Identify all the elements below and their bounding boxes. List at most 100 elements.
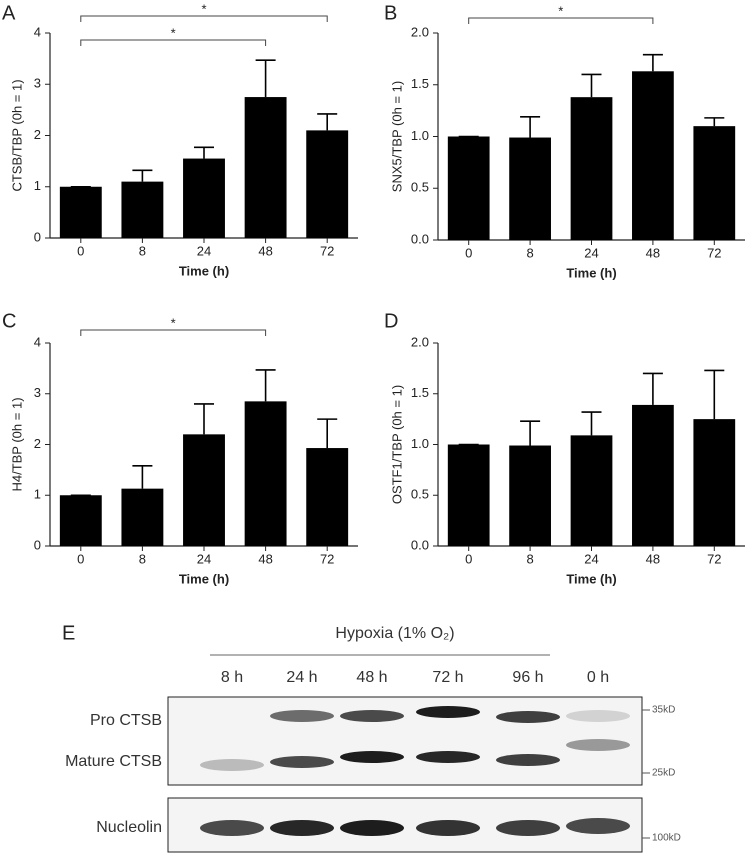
error-bar bbox=[520, 116, 541, 138]
x-tick-label: 48 bbox=[646, 245, 660, 260]
significance-label: * bbox=[201, 1, 206, 16]
error-bar bbox=[194, 403, 214, 435]
panel-letter: E bbox=[62, 622, 75, 644]
y-tick-label: 0.5 bbox=[411, 180, 429, 195]
x-tick-label: 0 bbox=[465, 551, 472, 566]
x-tick-label: 24 bbox=[584, 245, 598, 260]
x-tick-label: 8 bbox=[526, 245, 533, 260]
bar bbox=[693, 126, 736, 240]
blot-band bbox=[566, 739, 630, 751]
bar bbox=[447, 136, 490, 240]
x-tick-label: 72 bbox=[320, 243, 334, 258]
x-tick-label: 48 bbox=[258, 243, 272, 258]
error-bar bbox=[581, 411, 602, 436]
x-tick-label: 48 bbox=[258, 551, 272, 566]
panel-letter: C bbox=[2, 310, 16, 332]
error-bar bbox=[520, 420, 541, 446]
y-tick-label: 0.0 bbox=[411, 537, 429, 552]
blot-title: Hypoxia (1% O₂) bbox=[335, 625, 454, 642]
bar bbox=[183, 158, 225, 238]
row-label: Mature CTSB bbox=[65, 753, 162, 770]
blot-band bbox=[340, 751, 404, 763]
blot-box bbox=[167, 696, 643, 786]
blot-band bbox=[340, 710, 404, 722]
panel-letter: A bbox=[2, 2, 16, 24]
blot-band bbox=[340, 820, 404, 836]
significance-bracket bbox=[80, 39, 267, 46]
lane-label: 8 h bbox=[221, 669, 243, 686]
panel-letter: B bbox=[384, 2, 397, 24]
lane-label: 48 h bbox=[356, 669, 387, 686]
blot-band bbox=[496, 711, 560, 723]
bar bbox=[59, 186, 102, 238]
significance-bracket bbox=[80, 329, 267, 336]
row-label: Pro CTSB bbox=[90, 712, 162, 729]
blot-band bbox=[496, 820, 560, 836]
error-bar bbox=[317, 418, 338, 449]
marker-label: 100kD bbox=[652, 833, 681, 844]
y-tick-label: 4 bbox=[34, 24, 41, 39]
panel-letter: D bbox=[384, 310, 398, 332]
lane-label: 24 h bbox=[286, 669, 317, 686]
marker-label: 35kD bbox=[652, 705, 675, 716]
x-tick-label: 48 bbox=[646, 551, 660, 566]
blot-band bbox=[270, 820, 334, 836]
x-axis-label: Time (h) bbox=[179, 263, 229, 278]
y-tick-label: 1 bbox=[34, 487, 41, 502]
error-bar bbox=[255, 369, 276, 402]
significance-bracket bbox=[80, 15, 328, 22]
significance-label: * bbox=[171, 315, 176, 330]
error-bar bbox=[581, 73, 602, 98]
y-axis-label: SNX5/TBP (0h = 1) bbox=[389, 81, 404, 192]
y-tick-label: 0 bbox=[34, 229, 41, 244]
error-bar bbox=[704, 369, 725, 420]
error-bar bbox=[255, 59, 276, 98]
y-tick-label: 1 bbox=[34, 178, 41, 193]
y-tick-label: 1.0 bbox=[411, 128, 429, 143]
bar bbox=[693, 419, 736, 546]
x-tick-label: 8 bbox=[526, 551, 533, 566]
blot-band bbox=[270, 756, 334, 768]
lane-label: 72 h bbox=[432, 669, 463, 686]
bar bbox=[570, 435, 613, 546]
marker-label: 25kD bbox=[652, 768, 675, 779]
error-bar bbox=[642, 53, 663, 72]
bar bbox=[306, 448, 349, 546]
blot-band bbox=[566, 710, 630, 722]
bar bbox=[632, 71, 674, 240]
bar bbox=[244, 97, 287, 238]
blot-band bbox=[416, 706, 480, 718]
x-tick-label: 72 bbox=[320, 551, 334, 566]
y-tick-label: 2 bbox=[34, 436, 41, 451]
error-bar bbox=[132, 169, 153, 182]
y-tick-label: 0.0 bbox=[411, 231, 429, 246]
blot-band bbox=[496, 754, 560, 766]
y-tick-label: 0.5 bbox=[411, 487, 429, 502]
x-axis-label: Time (h) bbox=[566, 265, 616, 280]
y-tick-label: 3 bbox=[34, 76, 41, 91]
blot-band bbox=[200, 759, 264, 771]
x-tick-label: 0 bbox=[465, 245, 472, 260]
bar bbox=[59, 495, 102, 546]
y-tick-label: 4 bbox=[34, 334, 41, 349]
bar bbox=[183, 434, 225, 546]
blot-band bbox=[270, 710, 334, 722]
blot-band bbox=[416, 820, 480, 836]
y-tick-label: 2.0 bbox=[411, 334, 429, 349]
significance-bracket bbox=[468, 17, 654, 24]
bar bbox=[570, 97, 613, 240]
error-bar bbox=[194, 146, 214, 159]
x-tick-label: 0 bbox=[77, 243, 84, 258]
x-axis-label: Time (h) bbox=[566, 571, 616, 586]
x-tick-label: 24 bbox=[197, 243, 211, 258]
x-tick-label: 24 bbox=[197, 551, 211, 566]
y-axis-label: H4/TBP (0h = 1) bbox=[9, 397, 24, 491]
error-bar bbox=[132, 465, 153, 489]
x-axis-label: Time (h) bbox=[179, 571, 229, 586]
x-tick-label: 72 bbox=[707, 551, 721, 566]
y-tick-label: 0 bbox=[34, 537, 41, 552]
significance-label: * bbox=[171, 25, 176, 40]
bar bbox=[244, 401, 287, 546]
bar bbox=[121, 488, 164, 546]
y-tick-label: 1.5 bbox=[411, 385, 429, 400]
